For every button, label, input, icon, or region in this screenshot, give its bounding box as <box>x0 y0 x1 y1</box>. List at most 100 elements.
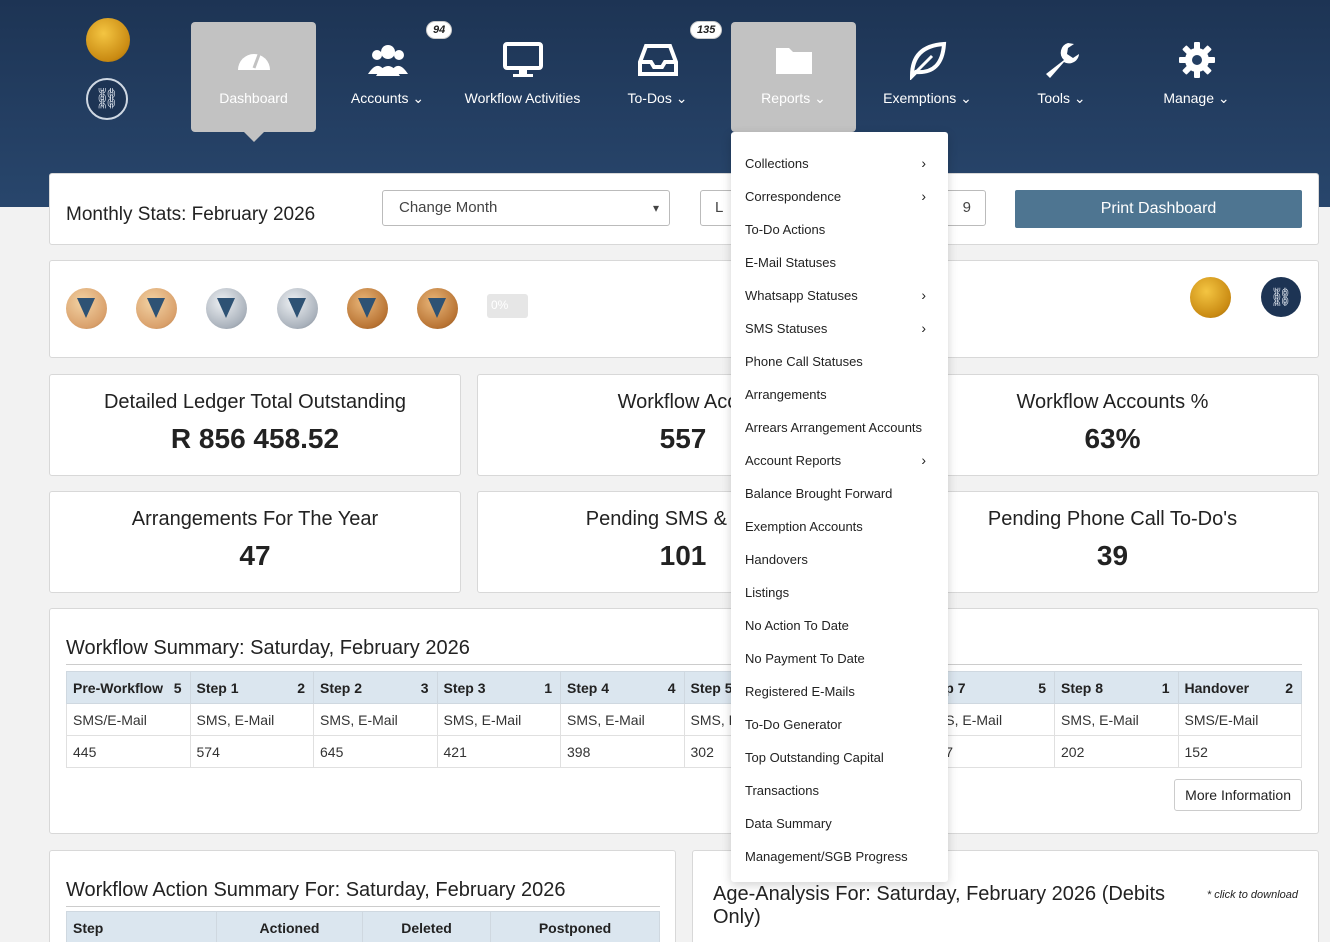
change-month-value: Change Month <box>399 199 498 216</box>
table-cell: SMS/E-Mail <box>1177 703 1302 736</box>
achievement-progress: 0% <box>487 294 528 318</box>
change-month-select[interactable]: Change Month ▾ <box>382 190 670 226</box>
chevron-right-icon: › <box>921 452 926 468</box>
nav-exemptions-label: Exemptions <box>883 90 957 106</box>
metric-value: R 856 458.52 <box>170 423 340 454</box>
menu-item-no-action-to-date[interactable]: No Action To Date <box>745 618 849 633</box>
menu-item-account-reports[interactable]: Account Reports › <box>731 444 948 477</box>
menu-item-arrears-arrangement-accounts[interactable]: Arrears Arrangement Accounts <box>745 420 923 435</box>
workflow-summary-title: Workflow Summary: Saturday, February 202… <box>66 637 1302 665</box>
nav-tools[interactable]: Tools ⌄ <box>999 22 1124 132</box>
workflow-summary-card: Workflow Summary: Saturday, February 202… <box>49 608 1319 834</box>
menu-item-registered-emails[interactable]: Registered E-Mails <box>745 684 855 699</box>
chevron-down-icon: ⌄ <box>675 90 688 106</box>
download-note[interactable]: * click to download <box>1206 889 1298 901</box>
column-header[interactable]: Postponed <box>490 911 660 942</box>
menu-item-balance-brought-forward[interactable]: Balance Brought Forward <box>745 486 893 501</box>
menu-item-phone-call-statuses[interactable]: Phone Call Statuses <box>745 354 863 369</box>
metric-title: Workflow Acco <box>617 391 749 413</box>
nav-dashboard-label: Dashboard <box>219 90 288 106</box>
metric-title: Workflow Accounts % <box>1016 391 1209 413</box>
trophy-badge-icon[interactable] <box>86 18 130 62</box>
menu-item-transactions[interactable]: Transactions <box>745 783 819 798</box>
nav-dashboard[interactable]: Dashboard <box>191 22 316 142</box>
nav-todos-label: To-Dos <box>627 90 672 106</box>
menu-item-data-summary[interactable]: Data Summary <box>745 816 832 831</box>
chain-icon[interactable]: ⛓ <box>1261 277 1301 317</box>
metric-value: 557 <box>659 423 707 454</box>
monthly-stats-card: Monthly Stats: February 2026 Change Mont… <box>49 173 1319 245</box>
table-row: SMS/E-Mail SMS, E-Mail SMS, E-Mail SMS, … <box>66 703 1302 736</box>
menu-item-top-outstanding-capital[interactable]: Top Outstanding Capital <box>745 750 884 765</box>
column-header[interactable]: Pre-Workflow 5 <box>66 671 191 704</box>
gauge-icon <box>191 34 316 82</box>
column-header[interactable]: Step <box>66 911 217 942</box>
nav-exemptions[interactable]: Exemptions ⌄ <box>865 22 990 132</box>
workflow-action-summary-title: Workflow Action Summary For: Saturday, F… <box>66 879 660 907</box>
age-analysis-card: Age-Analysis For: Saturday, February 202… <box>692 850 1319 942</box>
print-dashboard-button[interactable]: Print Dashboard <box>1015 190 1302 228</box>
leaf-icon <box>865 34 990 82</box>
age-analysis-title: Age-Analysis For: Saturday, February 202… <box>713 883 1166 928</box>
nav-workflow-activities[interactable]: Workflow Activities <box>460 22 585 132</box>
table-cell[interactable]: 77 <box>930 735 1055 768</box>
table-cell[interactable]: 152 <box>1177 735 1302 768</box>
menu-item-collections[interactable]: Collections › <box>731 147 948 180</box>
trophy-icon[interactable] <box>1190 277 1231 318</box>
nav-todos[interactable]: To-Dos ⌄ 135 <box>595 22 722 132</box>
menu-item-management-sgb-progress[interactable]: Management/SGB Progress <box>745 849 908 864</box>
inbox-icon <box>595 34 720 82</box>
menu-item-todo-actions[interactable]: To-Do Actions <box>745 222 826 237</box>
column-header[interactable]: Actioned <box>216 911 363 942</box>
metric-card: Arrangements For The Year 47 <box>49 491 461 593</box>
menu-item-exemption-accounts[interactable]: Exemption Accounts <box>745 519 863 534</box>
fox-bronze-badge-icon <box>66 288 107 329</box>
nav-manage[interactable]: Manage ⌄ <box>1134 22 1259 132</box>
accounts-count-badge: 94 <box>427 22 452 38</box>
nav-accounts[interactable]: Accounts ⌄ 94 <box>325 22 452 132</box>
metric-value: 47 <box>239 540 271 571</box>
fox-silver-badge-icon <box>277 288 318 329</box>
table-cell[interactable]: 645 <box>313 735 438 768</box>
menu-item-email-statuses[interactable]: E-Mail Statuses <box>745 255 837 270</box>
column-header[interactable]: Handover 2 <box>1177 671 1302 704</box>
nav-tools-label: Tools <box>1037 90 1071 106</box>
metric-card: Workflow Accounts % 63% <box>906 374 1319 476</box>
nav-reports[interactable]: Reports ⌄ <box>731 22 856 142</box>
metric-value: 63% <box>1084 423 1141 454</box>
achievements-card <box>49 260 1319 358</box>
metric-value: 39 <box>1096 540 1129 571</box>
chevron-down-icon: ⌄ <box>960 90 972 106</box>
menu-item-no-payment-to-date[interactable]: No Payment To Date <box>745 651 865 666</box>
table-cell[interactable]: 202 <box>1054 735 1179 768</box>
menu-item-todo-generator[interactable]: To-Do Generator <box>745 717 842 732</box>
users-icon <box>325 34 450 82</box>
nav-manage-label: Manage <box>1163 90 1214 106</box>
table-cell[interactable]: 421 <box>436 735 561 768</box>
table-cell: SMS, E-Mail <box>313 703 438 736</box>
table-cell[interactable]: 398 <box>560 735 685 768</box>
top-navbar: ⛓ Dashboard Accounts ⌄ 94 Workflow Activ… <box>0 0 1330 207</box>
menu-item-handovers[interactable]: Handovers <box>745 552 808 567</box>
menu-item-listings[interactable]: Listings <box>745 585 790 600</box>
table-cell[interactable]: 445 <box>66 735 191 768</box>
chevron-down-icon: ⌄ <box>1073 90 1086 106</box>
menu-item-arrangements[interactable]: Arrangements <box>745 387 827 402</box>
menu-item-whatsapp-statuses[interactable]: Whatsapp Statuses › <box>731 279 948 312</box>
more-information-button[interactable]: More Information <box>1174 779 1302 811</box>
menu-item-sms-statuses[interactable]: SMS Statuses › <box>731 312 948 345</box>
column-header[interactable]: Deleted <box>362 911 491 942</box>
table-cell: SMS, E-Mail <box>1054 703 1179 736</box>
chain-badge-icon[interactable]: ⛓ <box>86 78 128 120</box>
menu-item-correspondence[interactable]: Correspondence › <box>731 180 948 213</box>
workflow-action-summary-card: Workflow Action Summary For: Saturday, F… <box>49 850 676 942</box>
metric-card: Pending Phone Call To-Do's 39 <box>906 491 1319 593</box>
table-cell[interactable]: 574 <box>189 735 314 768</box>
